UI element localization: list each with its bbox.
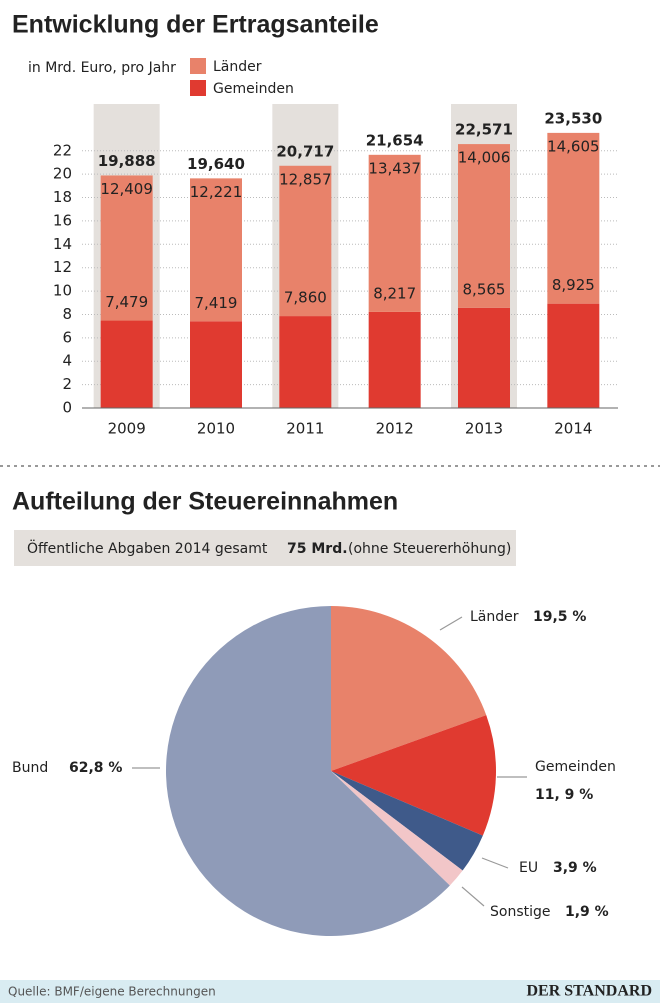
bar-segment <box>100 320 153 408</box>
note-total: 75 Mrd. <box>287 541 348 557</box>
pie-slice <box>331 715 496 836</box>
value-label: 13,437 <box>368 159 421 177</box>
slice-label: Länder <box>470 609 519 625</box>
y-tick-label: 8 <box>62 305 72 323</box>
legend-swatch <box>190 80 206 96</box>
x-tick-label: 2011 <box>286 420 324 438</box>
chart-title: Entwicklung der Ertragsanteile <box>12 11 379 39</box>
slice-label: Sonstige <box>490 904 551 920</box>
y-tick-label: 0 <box>62 399 72 417</box>
y-tick-label: 20 <box>53 165 72 183</box>
y-tick-label: 4 <box>62 352 72 370</box>
y-tick-label: 10 <box>53 282 72 300</box>
x-tick-label: 2013 <box>465 420 503 438</box>
note-box <box>14 530 516 566</box>
slice-value: 11, 9 % <box>535 787 593 803</box>
pie-slice <box>331 606 487 771</box>
y-tick-label: 12 <box>53 258 72 276</box>
bar-segment <box>547 132 600 304</box>
value-label: 14,006 <box>458 149 511 167</box>
legend-label: Länder <box>213 59 262 75</box>
brand: DER STANDARD <box>527 983 653 1000</box>
bar-segment <box>368 154 421 312</box>
value-label: 7,860 <box>284 289 327 307</box>
value-label: 12,857 <box>279 170 332 188</box>
slice-label: Gemeinden <box>535 759 616 775</box>
y-tick-label: 16 <box>53 211 72 229</box>
slice-value: 19,5 % <box>533 609 586 625</box>
source: Quelle: BMF/eigene Berechnungen <box>8 985 216 999</box>
y-tick-label: 2 <box>62 375 72 393</box>
slice-value: 3,9 % <box>553 860 597 876</box>
footer-bar <box>0 980 660 1003</box>
x-tick-label: 2010 <box>197 420 235 438</box>
bar-segment <box>100 175 153 321</box>
pie-slice <box>166 606 450 936</box>
total-label: 20,717 <box>276 142 334 160</box>
legend-swatch <box>190 58 206 74</box>
bar-segment <box>190 178 242 322</box>
x-tick-label: 2014 <box>554 420 592 438</box>
chart-subtitle: in Mrd. Euro, pro Jahr <box>28 60 176 76</box>
slice-label: EU <box>519 860 538 876</box>
note-text: Öffentliche Abgaben 2014 gesamt <box>27 539 268 557</box>
total-label: 22,571 <box>455 121 513 139</box>
pie-slice <box>331 771 463 886</box>
total-label: 19,888 <box>98 152 156 170</box>
value-label: 8,925 <box>552 276 595 294</box>
value-label: 8,217 <box>373 284 416 302</box>
slice-label: Bund <box>12 760 48 776</box>
value-label: 12,409 <box>100 180 153 198</box>
slice-value: 1,9 % <box>565 904 609 920</box>
chart-title: Aufteilung der Steuereinnahmen <box>12 488 398 516</box>
leader-lines <box>132 616 527 907</box>
y-tick-label: 22 <box>53 141 72 159</box>
note-remark: (ohne Steuererhöhung) <box>348 541 511 557</box>
bar-segment <box>547 303 600 408</box>
y-tick-label: 14 <box>53 235 72 253</box>
bar-segment <box>279 165 332 317</box>
bar-segment <box>279 316 332 408</box>
value-label: 12,221 <box>190 183 243 201</box>
x-tick-label: 2009 <box>108 420 146 438</box>
total-label: 21,654 <box>366 131 424 149</box>
bar-segment <box>190 321 242 408</box>
total-label: 19,640 <box>187 155 245 173</box>
y-tick-label: 18 <box>53 188 72 206</box>
bar-segment <box>368 311 421 408</box>
legend-label: Gemeinden <box>213 81 294 97</box>
pie-slice <box>331 771 483 871</box>
value-label: 7,419 <box>195 294 238 312</box>
total-label: 23,530 <box>544 109 602 127</box>
value-label: 8,565 <box>463 280 506 298</box>
slice-value: 62,8 % <box>69 760 122 776</box>
value-label: 14,605 <box>547 137 600 155</box>
bar-segment <box>458 144 510 308</box>
y-tick-label: 6 <box>62 328 72 346</box>
bar-segment <box>458 307 510 408</box>
value-label: 7,479 <box>105 293 148 311</box>
x-tick-label: 2012 <box>376 420 414 438</box>
